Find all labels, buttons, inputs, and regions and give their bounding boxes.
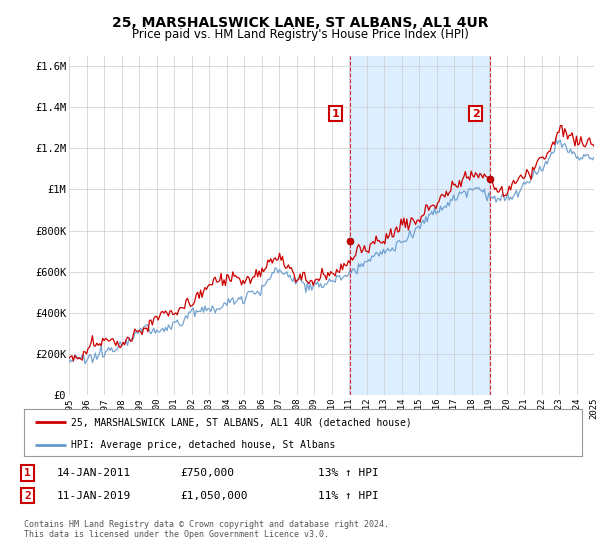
Text: Price paid vs. HM Land Registry's House Price Index (HPI): Price paid vs. HM Land Registry's House … — [131, 28, 469, 41]
Text: 1: 1 — [332, 109, 340, 119]
Text: £1,050,000: £1,050,000 — [180, 491, 248, 501]
Text: 25, MARSHALSWICK LANE, ST ALBANS, AL1 4UR (detached house): 25, MARSHALSWICK LANE, ST ALBANS, AL1 4U… — [71, 417, 412, 427]
Text: 25, MARSHALSWICK LANE, ST ALBANS, AL1 4UR: 25, MARSHALSWICK LANE, ST ALBANS, AL1 4U… — [112, 16, 488, 30]
Bar — [350, 56, 490, 395]
Text: £750,000: £750,000 — [180, 468, 234, 478]
Text: 2: 2 — [472, 109, 479, 119]
Text: 14-JAN-2011: 14-JAN-2011 — [57, 468, 131, 478]
Text: Contains HM Land Registry data © Crown copyright and database right 2024.
This d: Contains HM Land Registry data © Crown c… — [24, 520, 389, 539]
Text: HPI: Average price, detached house, St Albans: HPI: Average price, detached house, St A… — [71, 440, 336, 450]
Text: 13% ↑ HPI: 13% ↑ HPI — [318, 468, 379, 478]
Text: 2: 2 — [24, 491, 31, 501]
Text: 1: 1 — [24, 468, 31, 478]
Text: 11-JAN-2019: 11-JAN-2019 — [57, 491, 131, 501]
Text: 11% ↑ HPI: 11% ↑ HPI — [318, 491, 379, 501]
